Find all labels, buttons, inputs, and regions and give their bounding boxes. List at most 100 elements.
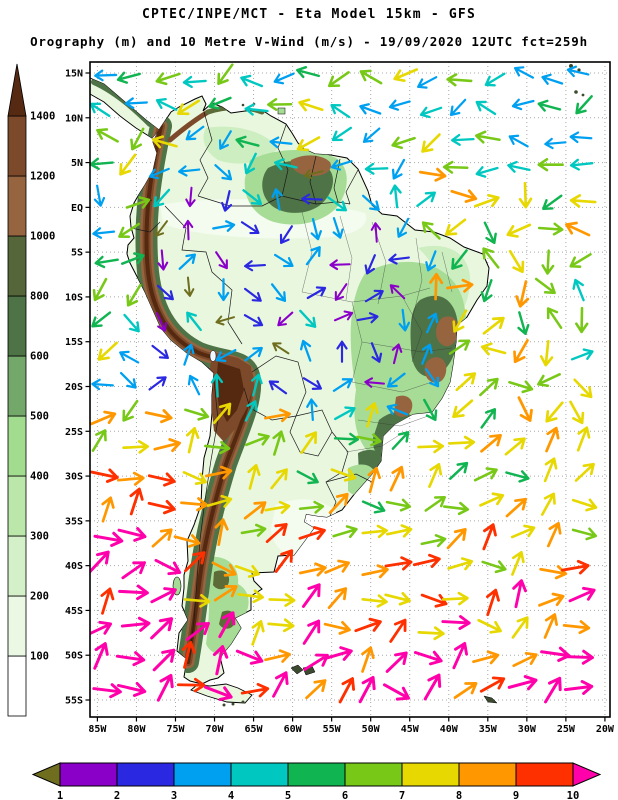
- wind-arrow: [452, 641, 469, 670]
- wind-arrow: [243, 152, 257, 175]
- wind-arrow: [323, 620, 351, 635]
- wind-arrow: [300, 431, 318, 454]
- wind-arrow: [91, 429, 107, 452]
- lat-label: 5N: [71, 158, 83, 169]
- wind-arrow: [541, 73, 564, 85]
- wind-arrow: [569, 131, 593, 144]
- wind-arrow: [267, 618, 295, 633]
- wind-arrow: [575, 306, 589, 334]
- orography-colorbar-label: 300: [30, 531, 49, 543]
- lon-label: 25W: [557, 724, 576, 735]
- wind-arrow: [573, 378, 593, 399]
- wind-arrow: [177, 99, 200, 116]
- wind-arrow: [543, 613, 559, 639]
- lat-label: 15N: [65, 69, 83, 80]
- wind-arrow: [479, 676, 506, 693]
- wind-arrow: [306, 286, 327, 300]
- orography-colorbar-segment: [7, 175, 27, 237]
- wind-arrow: [240, 523, 267, 537]
- wind-arrow: [334, 283, 348, 301]
- lake-titicaca: [209, 350, 217, 362]
- wind-arrow: [116, 682, 147, 697]
- wind-arrow: [338, 677, 356, 704]
- wind-arrow: [118, 584, 149, 601]
- wind-arrow: [302, 377, 322, 390]
- merida-andes: [167, 109, 211, 143]
- wind-arrow: [93, 184, 106, 207]
- wind-arrow: [181, 641, 196, 669]
- wind-arrow: [539, 565, 568, 580]
- orography-colorbar: 100 200 300 400 500 600 800 1000 1200 1400: [7, 63, 55, 717]
- wind-arrow: [147, 499, 176, 515]
- wind-arrow: [306, 398, 318, 422]
- falkland-islands-west: [290, 664, 304, 675]
- wind-arrow: [508, 380, 534, 394]
- wind-arrow: [446, 278, 474, 293]
- wind-arrow: [327, 71, 350, 88]
- wind-arrow: [483, 221, 497, 245]
- orography-colorbar-label: 1400: [30, 111, 55, 123]
- wind-arrow: [96, 128, 119, 143]
- wind-arrow: [517, 311, 530, 335]
- wind-arrow: [303, 169, 324, 180]
- wind-arrow: [449, 98, 467, 117]
- wind-arrow: [512, 651, 538, 668]
- wind-arrow: [356, 312, 379, 324]
- wind-arrow: [429, 272, 444, 301]
- wind-arrow: [178, 165, 201, 177]
- wind-arrow: [151, 528, 173, 548]
- wind-arrow: [212, 645, 229, 676]
- wind-arrow: [93, 531, 124, 547]
- wind-arrow: [382, 683, 411, 701]
- wind-arrow: [123, 313, 140, 333]
- wind-arrow: [475, 166, 499, 178]
- wind-colorbar-segment: [344, 762, 403, 787]
- wind-arrow: [298, 562, 327, 577]
- wind-arrow: [217, 63, 234, 86]
- wind-arrow: [473, 194, 500, 208]
- wind-arrow: [121, 561, 146, 580]
- wind-colorbar-segment: [458, 762, 517, 787]
- wind-arrow: [279, 225, 293, 244]
- wind-colorbar-segment: [230, 762, 289, 787]
- wind-arrow: [537, 99, 562, 112]
- wind-arrow: [391, 431, 410, 450]
- wind-arrow: [570, 348, 594, 361]
- wind-arrow: [204, 465, 233, 480]
- wind-arrow: [182, 75, 207, 89]
- wind-colorbar-label: 4: [228, 790, 234, 800]
- lon-label: 45W: [401, 724, 420, 735]
- wind-arrow: [271, 188, 283, 211]
- cape-horn-islets: [222, 700, 245, 707]
- lon-label: 60W: [284, 724, 303, 735]
- wind-arrow: [391, 343, 403, 365]
- wind-arrow: [336, 340, 348, 363]
- wind-arrow: [157, 249, 169, 271]
- wind-arrow: [125, 196, 151, 209]
- orography-colorbar-segment: [7, 595, 27, 657]
- wind-arrow: [393, 68, 419, 83]
- wind-arrow: [296, 65, 320, 79]
- wind-arrow: [185, 426, 200, 454]
- wind-arrow: [148, 376, 167, 391]
- wind-arrow: [150, 617, 174, 640]
- wind-arrow: [218, 130, 232, 150]
- wind-arrow: [475, 130, 501, 144]
- wind-arrow: [92, 277, 108, 302]
- wind-arrow: [389, 184, 402, 209]
- wind-arrow: [156, 284, 174, 301]
- wind-arrow: [413, 650, 443, 666]
- wind-arrow: [274, 253, 294, 268]
- wind-colorbar-left-arrow: [31, 762, 61, 787]
- lat-label: 15S: [65, 337, 83, 348]
- wind-arrow: [152, 648, 176, 672]
- wind-arrow: [452, 309, 468, 333]
- wind-colorbar-segment: [173, 762, 232, 787]
- lon-label: 80W: [127, 724, 146, 735]
- wind-arrow: [119, 350, 140, 364]
- wind-arrow: [330, 159, 353, 171]
- wind-arrow: [93, 642, 109, 670]
- wind-arrow: [155, 97, 178, 111]
- wind-arrow: [180, 497, 208, 512]
- wind-arrow: [155, 220, 168, 237]
